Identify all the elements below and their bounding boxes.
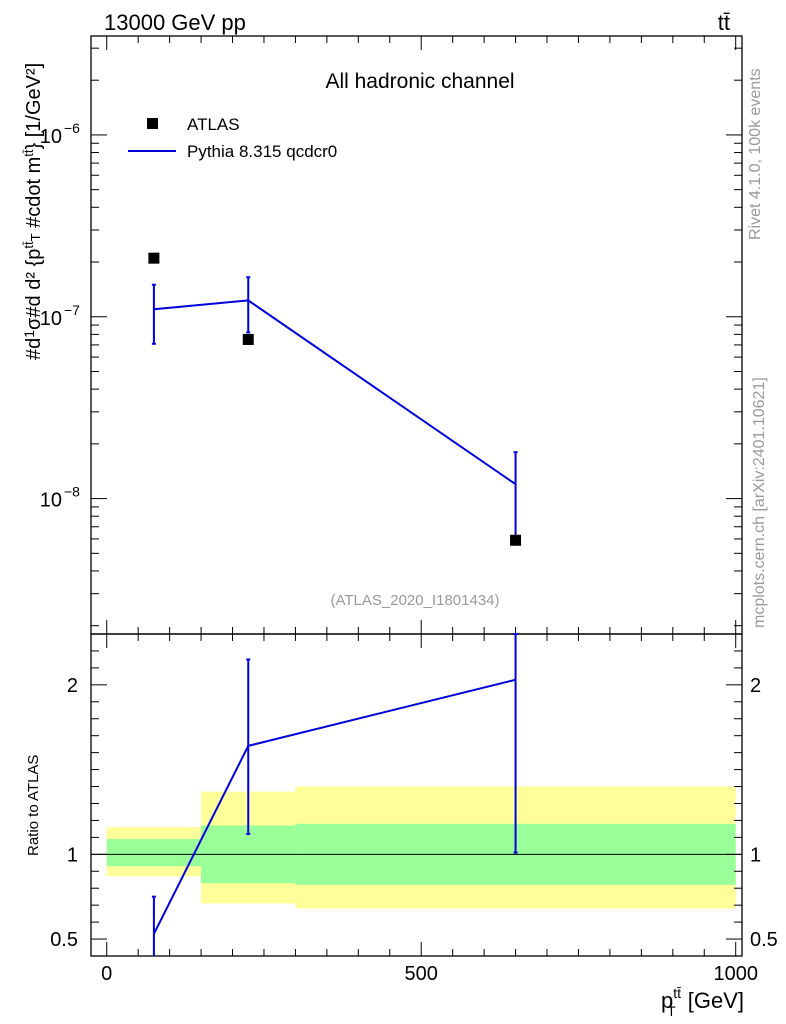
ratio-tick-label-left-2: 2 <box>67 675 78 697</box>
y-tick-label-0: 10 <box>40 490 62 512</box>
legend-marker-atlas <box>147 118 158 129</box>
x-tick-label-2: 1000 <box>713 963 758 985</box>
ratio-tick-label-right-2: 2 <box>750 675 761 697</box>
y-tick-label-1: 10 <box>40 308 62 330</box>
source-info: mcplots.cern.ch [arXiv:2401.10621] <box>751 377 768 628</box>
x-tick-label-1: 500 <box>405 963 438 985</box>
x-tick-label-0: 0 <box>101 963 112 985</box>
x-axis-label: ptt̄ T [GeV] <box>661 985 744 1019</box>
y-tick-label-exp-2: −6 <box>64 120 80 136</box>
header-energy-label: 13000 GeV pp <box>104 10 246 35</box>
band-inner-0 <box>106 839 202 867</box>
analysis-reference: (ATLAS_2020_I1801434) <box>330 592 499 609</box>
legend-label-atlas: ATLAS <box>187 115 240 134</box>
atlas-point-1 <box>242 333 254 345</box>
data-series <box>148 252 522 956</box>
ratio-tick-label-right-1: 1 <box>750 844 761 866</box>
y-tick-label-2: 10 <box>40 126 62 148</box>
rivet-info: Rivet 4.1.0, 100k events <box>747 68 764 240</box>
axis-ticks <box>91 36 742 957</box>
chart-title: All hadronic channel <box>325 70 514 93</box>
atlas-point-2 <box>510 534 522 546</box>
y-axis-label-text: #d1σ#d d² {ptt̄T #cdot mtt̄} [1/GeV²] <box>21 63 45 360</box>
atlas-point-0 <box>148 252 160 264</box>
pythia-line <box>153 299 517 486</box>
header-process-label: tt̄ <box>718 10 730 35</box>
ratio-y-axis-label: Ratio to ATLAS <box>25 755 42 856</box>
ratio-tick-label-left-1: 1 <box>67 844 78 866</box>
y-tick-label-exp-1: −7 <box>64 302 80 318</box>
ratio-tick-label-right-0: 0.5 <box>750 929 778 951</box>
legend-label-pythia: Pythia 8.315 qcdcr0 <box>187 142 337 161</box>
ratio-uncertainty-bands <box>106 786 736 909</box>
y-axis-label: #d1σ#d d² {ptt̄T #cdot mtt̄} [1/GeV²] <box>21 63 45 360</box>
ratio-plot-frame <box>90 633 743 957</box>
ratio-tick-label-left-0: 0.5 <box>50 929 78 951</box>
y-tick-label-exp-0: −8 <box>64 484 80 500</box>
